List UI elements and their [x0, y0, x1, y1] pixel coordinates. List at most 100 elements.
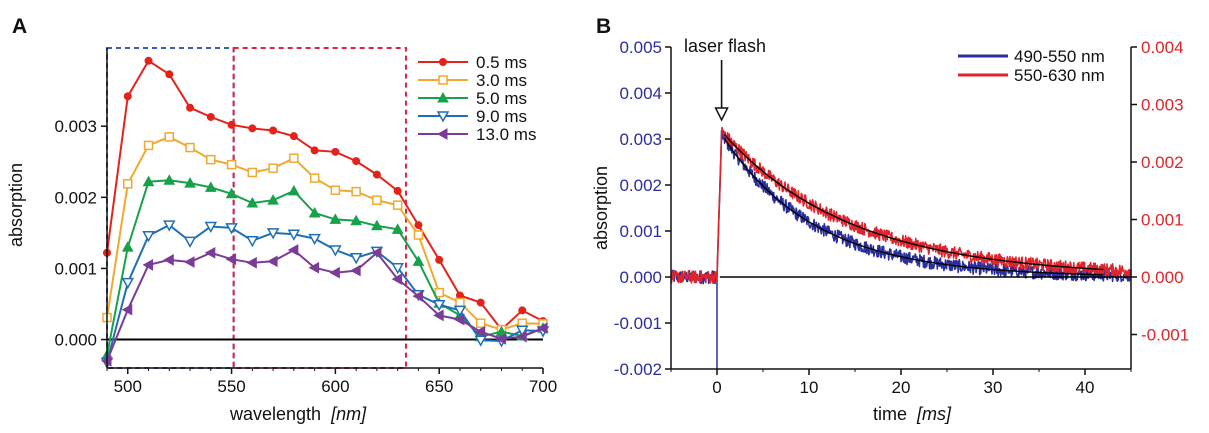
data-point-s4-1	[121, 303, 133, 316]
data-point-s3-18	[474, 335, 487, 347]
panel-a-y-tick-label: 0.003	[54, 117, 97, 136]
legend-label-0: 0.5 ms	[476, 53, 527, 72]
data-point-s4-13	[370, 246, 382, 259]
data-point-s3-17	[453, 305, 467, 317]
data-point-s1-11	[330, 185, 341, 195]
data-point-s3-1	[121, 277, 135, 290]
data-point-s3-12	[349, 253, 363, 265]
data-point-s1-4	[185, 142, 195, 153]
data-point-s0-12	[352, 157, 361, 166]
panel-b-left-tick-label: 0.002	[619, 176, 662, 195]
data-point-s2-11	[329, 213, 342, 224]
data-point-s0-11	[331, 147, 340, 156]
red-region-box	[232, 47, 407, 369]
data-point-s3-6	[225, 223, 238, 235]
laser-flash-arrow-head	[714, 107, 729, 122]
panel-a-plot-area: 0.000 0.001 0.002 0.003 500 550 600 650 700 0.5 m…	[54, 47, 557, 396]
data-point-s2-10	[308, 206, 321, 218]
laser-flash-annotation: laser flash	[684, 36, 766, 56]
legend-label-3: 9.0 ms	[476, 107, 527, 126]
data-point-s2-8	[267, 194, 279, 205]
panel-a-y-axis-title: absorption	[6, 163, 26, 247]
panel-a-x-axis-unit: [nm]	[330, 404, 367, 424]
data-point-s0-15	[414, 221, 423, 230]
legend-marker-0	[439, 58, 447, 66]
data-point-s2-1	[121, 241, 134, 252]
panel-b-y-axis-title: absorption	[591, 166, 611, 250]
legend-b-label-0: 490-550 nm	[1014, 47, 1105, 66]
panel-b-left-tick-label: 0.001	[619, 222, 662, 241]
data-point-s4-7	[246, 256, 257, 269]
data-point-s4-2	[142, 259, 154, 271]
data-point-s3-16	[432, 299, 446, 312]
series-line-1	[106, 135, 544, 331]
data-point-s2-2	[142, 175, 155, 187]
panel-b-x-tick-label: 10	[800, 378, 819, 397]
data-point-s1-12	[351, 186, 361, 197]
data-point-s1-3	[164, 132, 175, 142]
panel-b-left-tick-label: 0.004	[619, 84, 662, 103]
data-point-s1-1	[123, 179, 133, 189]
panel-b-right-tick-label: -0.001	[1141, 326, 1189, 345]
data-point-s1-16	[434, 287, 444, 298]
data-point-s3-2	[142, 230, 155, 243]
data-point-s4-16	[433, 309, 444, 322]
data-point-s1-8	[268, 163, 278, 173]
trace-1	[670, 126, 1132, 285]
data-point-s4-9	[287, 244, 299, 256]
data-point-s2-14	[391, 223, 404, 234]
data-point-s2-12	[350, 214, 362, 226]
data-point-s1-14	[392, 200, 403, 210]
data-point-s0-5	[206, 112, 215, 121]
panel-b: B absorption time [ms] laser flash -0.00…	[591, 15, 1189, 424]
data-point-s2-15	[412, 255, 425, 266]
data-point-s0-6	[227, 120, 236, 129]
panel-b-x-axis-title-main: time	[873, 404, 907, 424]
fit-curve-0	[723, 138, 1104, 276]
panel-a-x-axis-title: wavelength [nm]	[229, 404, 367, 424]
data-point-s3-8	[266, 228, 280, 240]
panel-b-x-tick-label: 40	[1076, 378, 1095, 397]
data-point-s2-9	[288, 184, 300, 196]
panel-b-plot-area: -0.002 -0.001 0.000 0.001 0.002 0.003 0.004 0.0…	[614, 38, 1189, 397]
data-point-s1-18	[475, 318, 486, 328]
data-point-s0-13	[372, 170, 381, 179]
panel-b-x-tick-label: 30	[984, 378, 1003, 397]
panel-b-left-tick-label: -0.001	[614, 314, 662, 333]
panel-b-left-tick-label: 0.003	[619, 130, 662, 149]
panel-b-right-tick-label: 0.004	[1141, 38, 1184, 57]
data-point-s4-17	[453, 313, 465, 326]
data-point-s4-12	[350, 264, 361, 277]
panel-a-x-axis-title-main: wavelength	[229, 404, 321, 424]
data-point-s4-4	[184, 256, 195, 268]
panel-a-x-tick-label: 600	[321, 377, 349, 396]
data-point-s4-3	[163, 254, 174, 266]
panel-b-x-tick-label: 0	[712, 378, 721, 397]
data-point-s4-5	[204, 246, 216, 259]
data-point-s0-1	[123, 92, 132, 101]
data-point-s3-5	[204, 221, 218, 234]
series-line-0	[106, 59, 544, 332]
data-point-s0-7	[248, 124, 257, 133]
legend-label-4: 13.0 ms	[476, 125, 536, 144]
legend-marker-2	[437, 91, 449, 103]
panel-b-right-tick-label: 0.000	[1141, 268, 1184, 287]
data-point-s4-20	[516, 330, 527, 343]
data-point-s3-11	[329, 245, 342, 257]
legend-marker-3	[436, 111, 450, 123]
series-line-4	[106, 248, 544, 362]
data-point-s0-2	[144, 56, 153, 65]
data-point-s4-18	[474, 325, 486, 338]
data-point-s0-14	[393, 186, 402, 195]
data-point-s2-3	[163, 174, 176, 185]
data-point-s2-7	[246, 196, 259, 208]
panel-b-label: B	[596, 15, 611, 38]
data-point-s3-20	[515, 325, 529, 337]
data-point-s1-15	[413, 230, 424, 240]
data-point-s4-11	[329, 266, 340, 279]
data-point-s1-10	[309, 173, 320, 183]
legend-b-label-1: 550-630 nm	[1014, 66, 1105, 85]
